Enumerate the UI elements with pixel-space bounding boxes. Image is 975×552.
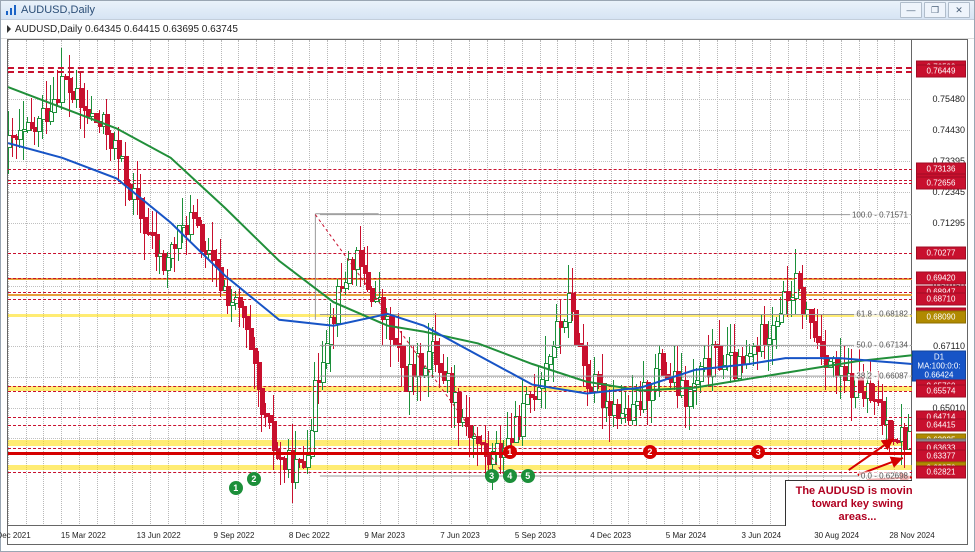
plot-area[interactable]: 100.0 - 0.71571 61.8 - 0.68182 50.0 - 0.67…	[8, 40, 912, 526]
x-axis-label: 4 Dec 2023	[590, 531, 631, 540]
swing-marker: 2	[643, 445, 657, 459]
x-axis-label: 15 Mar 2022	[61, 531, 106, 540]
x-axis-label: 15 Dec 2021	[0, 531, 31, 540]
x-axis-label: 9 Mar 2023	[364, 531, 404, 540]
price-tag: 0.62821	[916, 466, 966, 479]
window-controls: — ❐ ✕	[900, 2, 970, 18]
symbol-bar[interactable]: AUDUSD,Daily 0.64345 0.64415 0.63695 0.6…	[1, 20, 974, 39]
callout-box: The AUDUSD is moving toward key swing ar…	[785, 480, 912, 526]
x-axis-label: 28 Nov 2024	[889, 531, 934, 540]
swing-marker: 1	[503, 445, 517, 459]
fib-label: 38.2 - 0.66087	[854, 372, 910, 381]
price-tag: 0.69420	[916, 271, 966, 284]
x-axis: 15 Dec 202115 Mar 202213 Jun 20229 Sep 2…	[8, 525, 912, 544]
restore-button[interactable]: ❐	[924, 2, 946, 18]
x-axis-label: 5 Mar 2024	[666, 531, 706, 540]
chart-window: AUDUSD,Daily — ❐ ✕ AUDUSD,Daily 0.64345 …	[0, 0, 975, 552]
swing-marker: 4	[503, 469, 517, 483]
price-tag: 0.68710	[916, 292, 966, 305]
swing-marker: 2	[247, 472, 261, 486]
swing-marker: 3	[485, 469, 499, 483]
y-axis-label: 0.71295	[932, 218, 965, 228]
y-axis-label: 0.67110	[933, 341, 965, 351]
price-tag: 0.70277	[916, 246, 966, 259]
indicator-overlay	[8, 40, 912, 526]
price-tag: 0.76449	[916, 64, 966, 77]
fib-label: 61.8 - 0.68182	[854, 310, 910, 319]
chart-icon	[5, 4, 17, 16]
x-axis-label: 13 Jun 2022	[137, 531, 181, 540]
fib-label: 100.0 - 0.71571	[850, 210, 910, 219]
callout-arrow	[849, 439, 894, 471]
y-axis-label: 0.75480	[932, 94, 965, 104]
fib-label: 50.0 - 0.67134	[854, 341, 910, 350]
plot-outer: 100.0 - 0.71571 61.8 - 0.68182 50.0 - 0.67…	[7, 39, 968, 545]
price-tag: 0.72656	[916, 176, 966, 189]
x-axis-label: 3 Jun 2024	[742, 531, 782, 540]
titlebar[interactable]: AUDUSD,Daily — ❐ ✕	[1, 1, 974, 20]
swing-marker: 1	[229, 481, 243, 495]
swing-marker: 5	[521, 469, 535, 483]
y-axis: 0.639750.650100.660600.671100.691600.712…	[911, 40, 967, 526]
price-tag: 0.68090	[916, 311, 966, 324]
x-axis-label: 8 Dec 2022	[289, 531, 330, 540]
price-tag: D1 MA:100:0:0: 0.66424	[912, 351, 966, 382]
x-axis-label: 5 Sep 2023	[515, 531, 556, 540]
x-axis-label: 7 Jun 2023	[440, 531, 480, 540]
symbol-ohlc: AUDUSD,Daily 0.64345 0.64415 0.63695 0.6…	[15, 24, 238, 35]
minimize-button[interactable]: —	[900, 2, 922, 18]
x-axis-label: 9 Sep 2022	[214, 531, 255, 540]
price-tag: 0.64415	[916, 419, 966, 432]
close-button[interactable]: ✕	[948, 2, 970, 18]
x-axis-label: 30 Aug 2024	[814, 531, 859, 540]
window-title: AUDUSD,Daily	[21, 4, 95, 16]
dropdown-triangle-icon	[7, 25, 11, 33]
price-tag: 0.65574	[916, 385, 966, 398]
y-axis-label: 0.74430	[932, 125, 965, 135]
swing-marker: 3	[751, 445, 765, 459]
